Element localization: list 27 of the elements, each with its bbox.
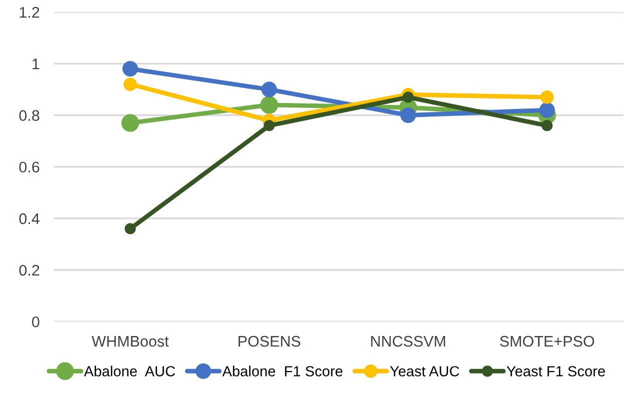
- x-tick-label: NNCSSVM: [371, 336, 446, 347]
- y-tick-label: 0: [32, 316, 40, 328]
- x-tick-label: POSENS: [238, 336, 300, 347]
- point: [121, 114, 140, 132]
- point: [261, 82, 277, 98]
- x-tick-label: WHMBoost: [92, 336, 169, 347]
- point: [260, 96, 278, 114]
- point: [542, 120, 553, 132]
- point: [264, 120, 275, 132]
- point: [540, 90, 554, 104]
- y-tick-label: 0.8: [19, 110, 40, 121]
- legend-label: Yeast F1 Score: [506, 366, 605, 376]
- point: [122, 61, 138, 77]
- x-tick-label: SMOTE+PSO: [500, 336, 594, 347]
- point: [124, 223, 136, 234]
- point: [400, 107, 416, 124]
- legend-label: Yeast AUC: [390, 366, 460, 376]
- y-tick-label: 0.2: [19, 264, 40, 276]
- y-tick-label: 1: [32, 58, 40, 70]
- legend-label: Abalone AUC: [84, 366, 176, 376]
- point: [539, 102, 555, 118]
- y-tick-label: 1.2: [20, 6, 40, 18]
- legend-label: Abalone F1 Score: [222, 366, 342, 376]
- y-tick-label: 0.4: [19, 213, 40, 224]
- point: [402, 92, 414, 103]
- point: [124, 78, 137, 91]
- y-tick-label: 0.6: [19, 162, 40, 173]
